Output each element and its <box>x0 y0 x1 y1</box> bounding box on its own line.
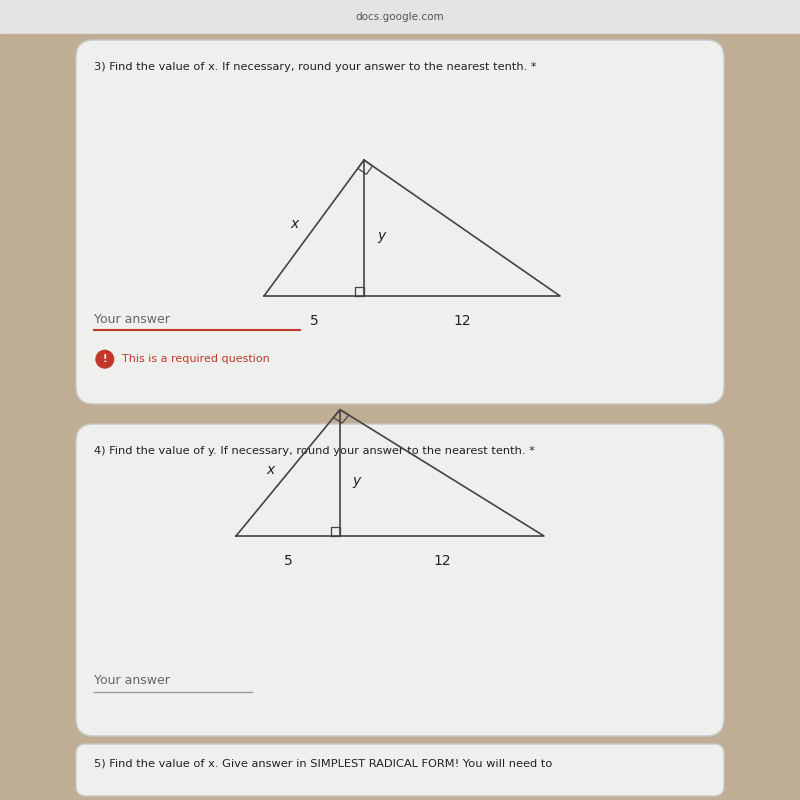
Text: !: ! <box>102 354 107 364</box>
Text: This is a required question: This is a required question <box>122 354 270 364</box>
Text: 5) Find the value of x. Give answer in SIMPLEST RADICAL FORM! You will need to: 5) Find the value of x. Give answer in S… <box>94 758 552 768</box>
Text: 12: 12 <box>453 314 471 328</box>
Text: 12: 12 <box>433 554 451 568</box>
FancyBboxPatch shape <box>76 40 724 404</box>
Text: y: y <box>378 229 386 243</box>
Text: x: x <box>290 217 298 231</box>
Text: 5: 5 <box>310 314 318 328</box>
Text: 4) Find the value of y. If necessary, round your answer to the nearest tenth. *: 4) Find the value of y. If necessary, ro… <box>94 446 534 456</box>
FancyBboxPatch shape <box>76 744 724 796</box>
Text: docs.google.com: docs.google.com <box>356 12 444 22</box>
Circle shape <box>96 350 114 368</box>
Text: 3) Find the value of x. If necessary, round your answer to the nearest tenth. *: 3) Find the value of x. If necessary, ro… <box>94 62 536 73</box>
Text: Your answer: Your answer <box>94 674 170 687</box>
FancyBboxPatch shape <box>76 424 724 736</box>
Text: x: x <box>266 463 274 478</box>
Text: Your answer: Your answer <box>94 313 170 326</box>
Text: y: y <box>352 474 360 488</box>
Text: 5: 5 <box>284 554 292 568</box>
Bar <box>0 0 800 34</box>
